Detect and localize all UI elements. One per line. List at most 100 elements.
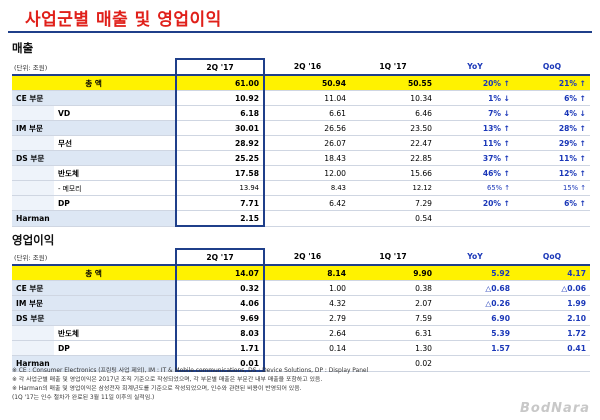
value-qoq: 2.10	[514, 310, 590, 326]
value-yoy: 5.39	[436, 325, 514, 341]
row-label	[12, 180, 54, 196]
title-divider	[8, 31, 592, 33]
value-yoy: 6.90	[436, 310, 514, 326]
value-2q16: 18.43	[264, 150, 350, 166]
value-2q17: 9.69	[175, 310, 265, 326]
value-2q17: 14.07	[175, 265, 265, 281]
profit-header-2q17: 2Q '17	[175, 248, 265, 266]
value-qoq: 4% ↓	[514, 105, 590, 121]
value-2q17: 13.94	[175, 180, 265, 196]
value-1q17: 0.02	[350, 355, 436, 372]
row-label: DS 부문	[12, 310, 176, 326]
value-1q17: 10.34	[350, 90, 436, 106]
value-qoq: 15% ↑	[514, 180, 590, 196]
table-row: DS 부문 25.25 18.43 22.85 37% ↑ 11% ↑	[12, 150, 590, 166]
value-1q17: 22.85	[350, 150, 436, 166]
value-2q16: 2.79	[264, 310, 350, 326]
sales-header-2q17: 2Q '17	[175, 58, 265, 76]
table-row: 반도체 8.03 2.64 6.31 5.39 1.72	[12, 325, 590, 341]
value-qoq: 11% ↑	[514, 150, 590, 166]
value-yoy: 37% ↑	[436, 150, 514, 166]
value-1q17: 50.55	[350, 75, 436, 91]
row-sublabel: VD	[54, 105, 176, 121]
value-qoq: 12% ↑	[514, 165, 590, 181]
value-yoy: 11% ↑	[436, 135, 514, 151]
value-qoq: 29% ↑	[514, 135, 590, 151]
row-label: DS 부문	[12, 150, 176, 166]
row-label	[12, 340, 54, 356]
value-2q16: 26.07	[264, 135, 350, 151]
watermark-logo: BodNara	[520, 401, 590, 416]
value-yoy: 1.57	[436, 340, 514, 356]
value-2q17: 28.92	[175, 135, 265, 151]
sales-header-row: 2Q '17 2Q '16 1Q '17 YoY QoQ	[12, 58, 590, 76]
value-1q17: 9.90	[350, 265, 436, 281]
row-label: IM 부문	[12, 295, 176, 311]
value-2q16: 6.42	[264, 195, 350, 211]
row-label: Harman	[12, 355, 176, 372]
footnote: (1Q '17는 인수 절차가 완료된 3월 11일 이후의 실적임.)	[12, 395, 155, 401]
value-2q17: 30.01	[175, 120, 265, 136]
row-sublabel: DP	[54, 340, 176, 356]
value-yoy: 65% ↑	[436, 180, 514, 196]
value-2q16: 26.56	[264, 120, 350, 136]
value-1q17: 15.66	[350, 165, 436, 181]
table-row: DP 1.71 0.14 1.30 1.57 0.41	[12, 340, 590, 356]
row-label: Harman	[12, 210, 176, 227]
table-row: 반도체 17.58 12.00 15.66 46% ↑ 12% ↑	[12, 165, 590, 181]
value-yoy: 5.92	[436, 265, 514, 281]
value-yoy: △0.68	[436, 280, 514, 296]
value-1q17: 1.30	[350, 340, 436, 356]
value-yoy: 13% ↑	[436, 120, 514, 136]
value-1q17: 0.38	[350, 280, 436, 296]
value-2q17: 25.25	[175, 150, 265, 166]
table-row: IM 부문 30.01 26.56 23.50 13% ↑ 28% ↑	[12, 120, 590, 136]
sales-header-2q16: 2Q '16	[264, 59, 350, 76]
profit-header-yoy: YoY	[436, 249, 514, 266]
value-2q17: 1.71	[175, 340, 265, 356]
sales-header-1q17: 1Q '17	[350, 59, 436, 76]
value-1q17: 0.54	[350, 210, 436, 227]
sales-table: 2Q '17 2Q '16 1Q '17 YoY QoQ 총 액 61.00 50.…	[12, 58, 590, 227]
value-2q16: 12.00	[264, 165, 350, 181]
table-row: 총 액 61.00 50.94 50.55 20% ↑ 21% ↑	[12, 75, 590, 91]
sales-header-yoy: YoY	[436, 59, 514, 76]
profit-header-2q16: 2Q '16	[264, 249, 350, 266]
row-label: 총 액	[12, 75, 176, 91]
row-label	[12, 165, 54, 181]
value-2q16: 1.00	[264, 280, 350, 296]
sales-section-title: 매출	[12, 41, 34, 55]
row-sublabel: - 메모리	[54, 180, 176, 196]
value-1q17: 23.50	[350, 120, 436, 136]
value-qoq: 21% ↑	[514, 75, 590, 91]
value-2q16: 6.61	[264, 105, 350, 121]
table-row: - 메모리 13.94 8.43 12.12 65% ↑ 15% ↑	[12, 180, 590, 196]
value-2q17: 8.03	[175, 325, 265, 341]
row-sublabel: 무선	[54, 135, 176, 151]
value-1q17: 6.46	[350, 105, 436, 121]
table-row: DS 부문 9.69 2.79 7.59 6.90 2.10	[12, 310, 590, 326]
row-label	[12, 325, 54, 341]
value-yoy: 1% ↓	[436, 90, 514, 106]
value-1q17: 2.07	[350, 295, 436, 311]
row-label: CE 부문	[12, 90, 176, 106]
value-2q16: 0.14	[264, 340, 350, 356]
value-2q17: 4.06	[175, 295, 265, 311]
value-yoy: 20% ↑	[436, 75, 514, 91]
value-yoy: 20% ↑	[436, 195, 514, 211]
value-1q17: 6.31	[350, 325, 436, 341]
profit-header-row: 2Q '17 2Q '16 1Q '17 YoY QoQ	[12, 248, 590, 266]
value-2q17: 6.18	[175, 105, 265, 121]
row-label	[12, 195, 54, 211]
value-2q17: 10.92	[175, 90, 265, 106]
value-qoq: 28% ↑	[514, 120, 590, 136]
row-label: 총 액	[12, 265, 176, 281]
value-2q17: 7.71	[175, 195, 265, 211]
value-qoq: 6% ↑	[514, 90, 590, 106]
table-row: IM 부문 4.06 4.32 2.07 △0.26 1.99	[12, 295, 590, 311]
row-label: CE 부문	[12, 280, 176, 296]
value-qoq: 0.41	[514, 340, 590, 356]
value-2q17: 61.00	[175, 75, 265, 91]
value-2q17: 2.15	[175, 210, 265, 227]
value-qoq: 6% ↑	[514, 195, 590, 211]
